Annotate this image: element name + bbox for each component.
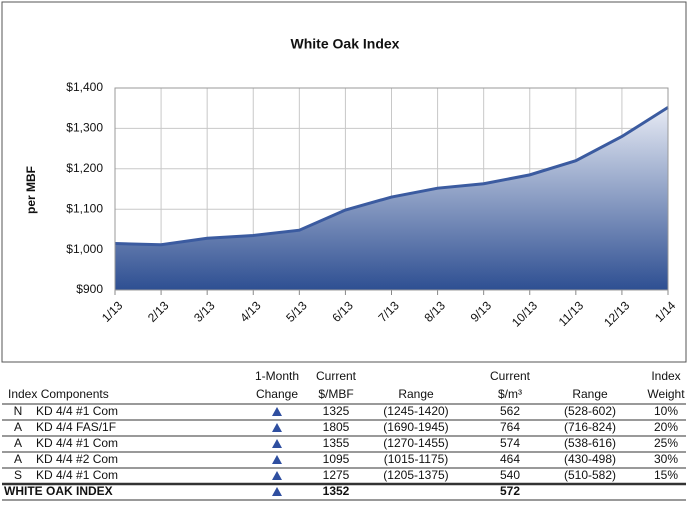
table-cell: 1275	[323, 468, 350, 482]
table-cell: 10%	[654, 404, 678, 418]
y-tick-label: $1,300	[66, 121, 103, 135]
x-tick-label: 4/13	[237, 298, 264, 325]
table-cell: (716-824)	[564, 420, 616, 434]
column-header: Current	[490, 369, 531, 383]
table-cell: A	[14, 452, 22, 466]
table-cell: A	[14, 420, 22, 434]
column-header: Weight	[647, 387, 685, 401]
x-tick-label: 8/13	[422, 298, 449, 325]
chart-title: White Oak Index	[291, 36, 400, 52]
table-cell: 1095	[323, 452, 350, 466]
y-axis-label: per MBF	[24, 166, 38, 214]
y-tick-label: $1,400	[66, 80, 103, 94]
column-header: Index Components	[8, 387, 109, 401]
y-tick-label: $1,200	[66, 161, 103, 175]
column-header: Range	[398, 387, 434, 401]
table-cell: KD 4/4 #1 Com	[36, 436, 118, 450]
chart-frame	[1, 1, 687, 363]
table-cell: (1245-1420)	[383, 404, 448, 418]
table-cell: KD 4/4 FAS/1F	[36, 420, 116, 434]
x-tick-label: 6/13	[329, 298, 356, 325]
y-tick-label: $1,000	[66, 242, 103, 256]
table-cell: 1805	[323, 420, 350, 434]
x-tick-label: 3/13	[191, 298, 218, 325]
x-tick-label: 12/13	[601, 298, 632, 329]
area	[115, 107, 668, 290]
x-tick-label: 11/13	[556, 298, 587, 329]
table-cell: 1355	[323, 436, 350, 450]
x-tick-label: 2/13	[145, 298, 172, 325]
table-cell: N	[14, 404, 23, 418]
table-cell: A	[14, 436, 22, 450]
column-header: Change	[256, 387, 298, 401]
table-cell: KD 4/4 #1 Com	[36, 404, 118, 418]
column-header: $/m³	[498, 387, 522, 401]
table-cell: (1270-1455)	[383, 436, 448, 450]
change-arrow	[272, 439, 282, 448]
x-tick-label: 5/13	[283, 298, 310, 325]
column-header: $/MBF	[318, 387, 353, 401]
x-tick-label: 10/13	[509, 298, 540, 329]
table-cell: KD 4/4 #1 Com	[36, 468, 118, 482]
line	[114, 106, 669, 247]
table-cell: 540	[500, 468, 520, 482]
table-cell: 764	[500, 420, 520, 434]
table-cell: (1690-1945)	[383, 420, 448, 434]
table-cell: (430-498)	[564, 452, 616, 466]
table-cell: 464	[500, 452, 520, 466]
column-header: Index	[651, 369, 680, 383]
x-tick-label: 1/14	[652, 298, 679, 325]
table-cell: S	[14, 468, 22, 482]
table-cell: (528-602)	[564, 404, 616, 418]
column-header: Range	[572, 387, 608, 401]
table-cell: 25%	[654, 436, 678, 450]
table-cell: 15%	[654, 468, 678, 482]
plot-frame	[114, 87, 669, 291]
table-cell: WHITE OAK INDEX	[4, 484, 113, 498]
y-tick-label: $1,100	[66, 201, 103, 215]
table-cell: 1325	[323, 404, 350, 418]
table-cell: (510-582)	[564, 468, 616, 482]
table-cell: (1015-1175)	[384, 452, 449, 466]
table-cell: 574	[500, 436, 520, 450]
x-tick-label: 7/13	[375, 298, 402, 325]
column-header: Current	[316, 369, 357, 383]
table-cell: 1352	[323, 484, 350, 498]
table-cell: 20%	[654, 420, 678, 434]
x-tick-label: 9/13	[468, 298, 495, 325]
y-tick-label: $900	[76, 282, 103, 296]
table-cell: KD 4/4 #2 Com	[36, 452, 118, 466]
table-cell: (538-616)	[564, 436, 616, 450]
change-arrow	[272, 471, 282, 480]
x-tick-label: 1/13	[99, 298, 126, 325]
change-arrow	[272, 455, 282, 464]
change-arrow	[272, 407, 282, 416]
change-arrow	[272, 423, 282, 432]
table-cell: 562	[500, 404, 520, 418]
table-cell: 30%	[654, 452, 678, 466]
table-cell: (1205-1375)	[383, 468, 448, 482]
column-header: 1-Month	[255, 369, 299, 383]
change-arrow	[272, 487, 282, 496]
table-cell: 572	[500, 484, 520, 498]
